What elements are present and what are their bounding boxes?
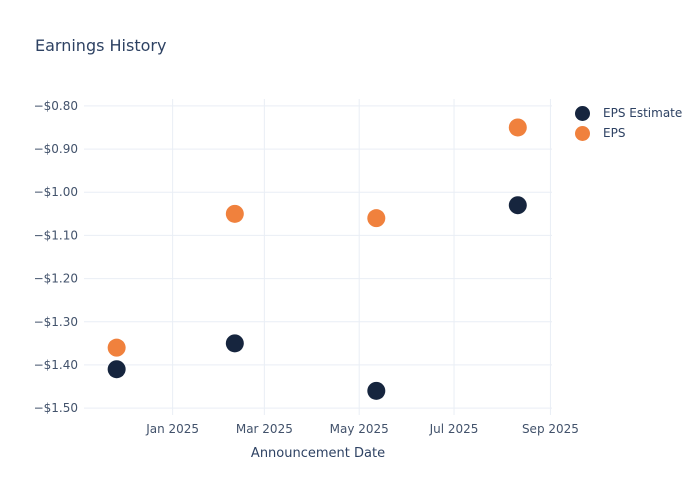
data-point-eps[interactable]	[225, 204, 244, 223]
y-tick-label: −$1.20	[34, 272, 78, 286]
eps-estimate-marker-icon	[575, 105, 590, 121]
y-tick-label: −$0.80	[34, 99, 78, 113]
x-tick-label: Mar 2025	[236, 422, 293, 436]
x-tick-label: May 2025	[330, 422, 389, 436]
data-point-eps[interactable]	[107, 338, 126, 357]
y-tick-label: −$1.30	[34, 315, 78, 329]
data-point-eps-estimate[interactable]	[225, 334, 244, 353]
data-point-eps-estimate[interactable]	[508, 196, 527, 215]
eps-marker-icon	[575, 125, 590, 141]
legend-label-eps: EPS	[603, 126, 626, 140]
legend-item-eps-estimate[interactable]: EPS Estimate	[575, 103, 682, 123]
x-tick-label: Jul 2025	[429, 422, 479, 436]
y-tick-label: −$1.50	[34, 401, 78, 415]
y-tick-label: −$1.10	[34, 228, 78, 242]
legend-item-eps[interactable]: EPS	[575, 123, 682, 143]
y-tick-label: −$1.00	[34, 185, 78, 199]
y-tick-label: −$1.40	[34, 358, 78, 372]
x-tick-label: Jan 2025	[145, 422, 199, 436]
x-tick-label: Sep 2025	[522, 422, 579, 436]
chart-title: Earnings History	[35, 36, 167, 55]
data-point-eps-estimate[interactable]	[367, 381, 386, 400]
data-point-eps[interactable]	[508, 118, 527, 137]
data-point-eps[interactable]	[367, 209, 386, 228]
x-axis-title: Announcement Date	[250, 446, 386, 461]
data-point-eps-estimate[interactable]	[107, 360, 126, 379]
legend-label-eps-estimate: EPS Estimate	[603, 106, 683, 120]
y-tick-label: −$0.90	[34, 142, 78, 156]
legend: EPS Estimate EPS	[575, 103, 682, 143]
